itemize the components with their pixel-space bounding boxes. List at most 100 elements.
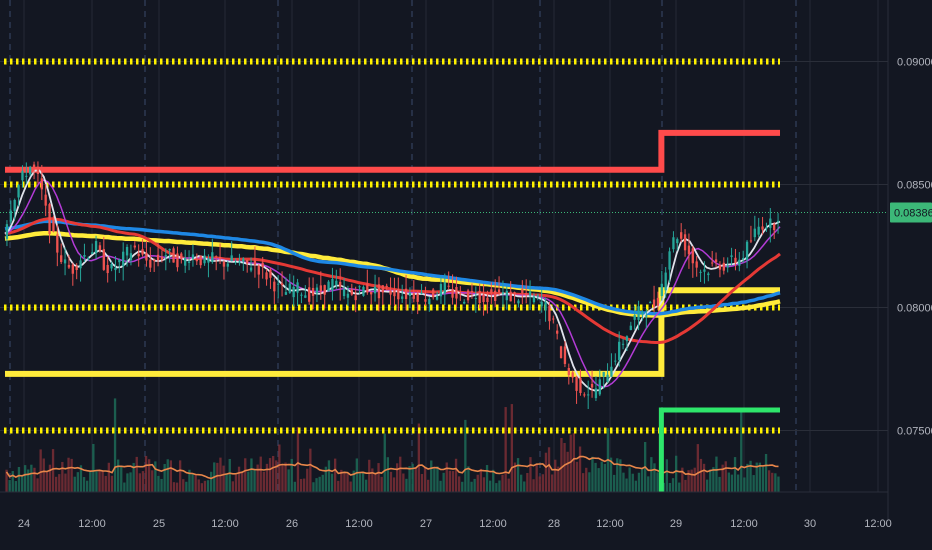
volume-bar	[33, 467, 36, 492]
x-tick-label: 12:00	[596, 518, 624, 530]
volume-bar	[166, 459, 169, 492]
candle-body	[133, 245, 136, 248]
candle-body	[226, 263, 229, 267]
candle-body	[691, 248, 694, 264]
volume-bar	[368, 459, 371, 492]
candle-body	[32, 164, 36, 168]
volume-bar	[247, 471, 250, 492]
candle-body	[176, 253, 179, 268]
candle-body	[311, 288, 315, 296]
volume-bar	[637, 472, 641, 492]
candle-body	[668, 251, 671, 270]
volume-bar	[532, 479, 535, 492]
candle-body	[664, 272, 667, 291]
volume-bar	[702, 463, 706, 492]
candle-body	[153, 259, 156, 261]
volume-bar	[23, 465, 27, 492]
candle-body	[548, 305, 551, 322]
candle-body	[583, 394, 586, 396]
volume-bar	[240, 472, 244, 492]
candle-body	[699, 271, 702, 273]
volume-bar	[337, 480, 340, 492]
volume-bar	[324, 466, 328, 492]
candle-body	[432, 289, 435, 298]
candle-body	[501, 292, 505, 294]
volume-bar	[157, 475, 160, 492]
candle-body	[478, 290, 481, 304]
volume-bar	[718, 476, 721, 492]
volume-bar	[14, 481, 18, 492]
volume-bar	[364, 479, 368, 492]
volume-bar	[126, 473, 129, 492]
candle-body	[222, 261, 226, 267]
volume-bar	[110, 475, 114, 492]
volume-bar	[771, 472, 774, 492]
candle-body	[587, 394, 590, 396]
candle-body	[773, 224, 776, 231]
candle-body	[234, 261, 237, 263]
candle-body	[195, 258, 198, 262]
candle-body	[253, 260, 257, 265]
volume-bar	[470, 481, 473, 492]
candle-body	[776, 220, 780, 222]
volume-bar	[492, 469, 495, 492]
volume-bar	[54, 476, 58, 492]
candle-body	[497, 289, 501, 293]
volume-bar	[318, 476, 321, 492]
candle-body	[606, 374, 609, 382]
volume-bar	[327, 460, 331, 492]
volume-bar	[383, 433, 386, 492]
volume-bar	[321, 474, 324, 492]
volume-bar	[628, 467, 631, 492]
candle-body	[618, 341, 621, 361]
candle-body	[354, 295, 357, 301]
volume-bar	[312, 482, 315, 492]
volume-bar	[560, 438, 563, 492]
candle-body	[641, 311, 644, 315]
candle-body	[575, 376, 578, 391]
volume-bar	[445, 462, 448, 492]
candle-body	[470, 290, 474, 292]
candle-body	[660, 283, 663, 297]
candle-body	[327, 281, 330, 292]
candle-body	[742, 257, 745, 259]
volume-bar	[333, 458, 337, 492]
volume-bar	[433, 468, 436, 492]
candle-body	[590, 383, 594, 388]
candle-body	[172, 248, 175, 263]
candle-body	[300, 294, 303, 296]
volume-bar	[395, 463, 399, 492]
volume-bar	[678, 482, 681, 492]
volume-bar	[132, 462, 135, 492]
volume-bar	[740, 410, 743, 492]
candle-body	[257, 265, 260, 275]
volume-bar	[647, 476, 650, 492]
candle-body	[536, 295, 539, 297]
volume-bar	[454, 458, 458, 492]
candle-body	[366, 283, 369, 293]
candle-body	[17, 185, 20, 198]
candle-body	[246, 260, 249, 264]
candle-body	[129, 253, 133, 261]
candle-body	[652, 299, 656, 307]
candle-body	[761, 226, 764, 230]
volume-bar	[668, 482, 672, 492]
volume-bar	[513, 462, 517, 492]
candle-body	[323, 285, 326, 295]
candle-body	[160, 256, 164, 260]
volume-bar	[774, 473, 777, 492]
volume-bar	[113, 398, 117, 492]
ma-blue-line	[4, 219, 781, 316]
candle-body	[60, 255, 63, 263]
candle-body	[610, 366, 613, 377]
candle-body	[9, 210, 12, 222]
candle-body	[238, 261, 241, 263]
volume-bar	[547, 447, 551, 492]
volume-bar	[200, 483, 204, 492]
x-tick-label: 30	[804, 518, 816, 530]
candle-body	[528, 291, 532, 296]
volume-bar	[265, 463, 269, 492]
candle-body	[164, 255, 167, 257]
